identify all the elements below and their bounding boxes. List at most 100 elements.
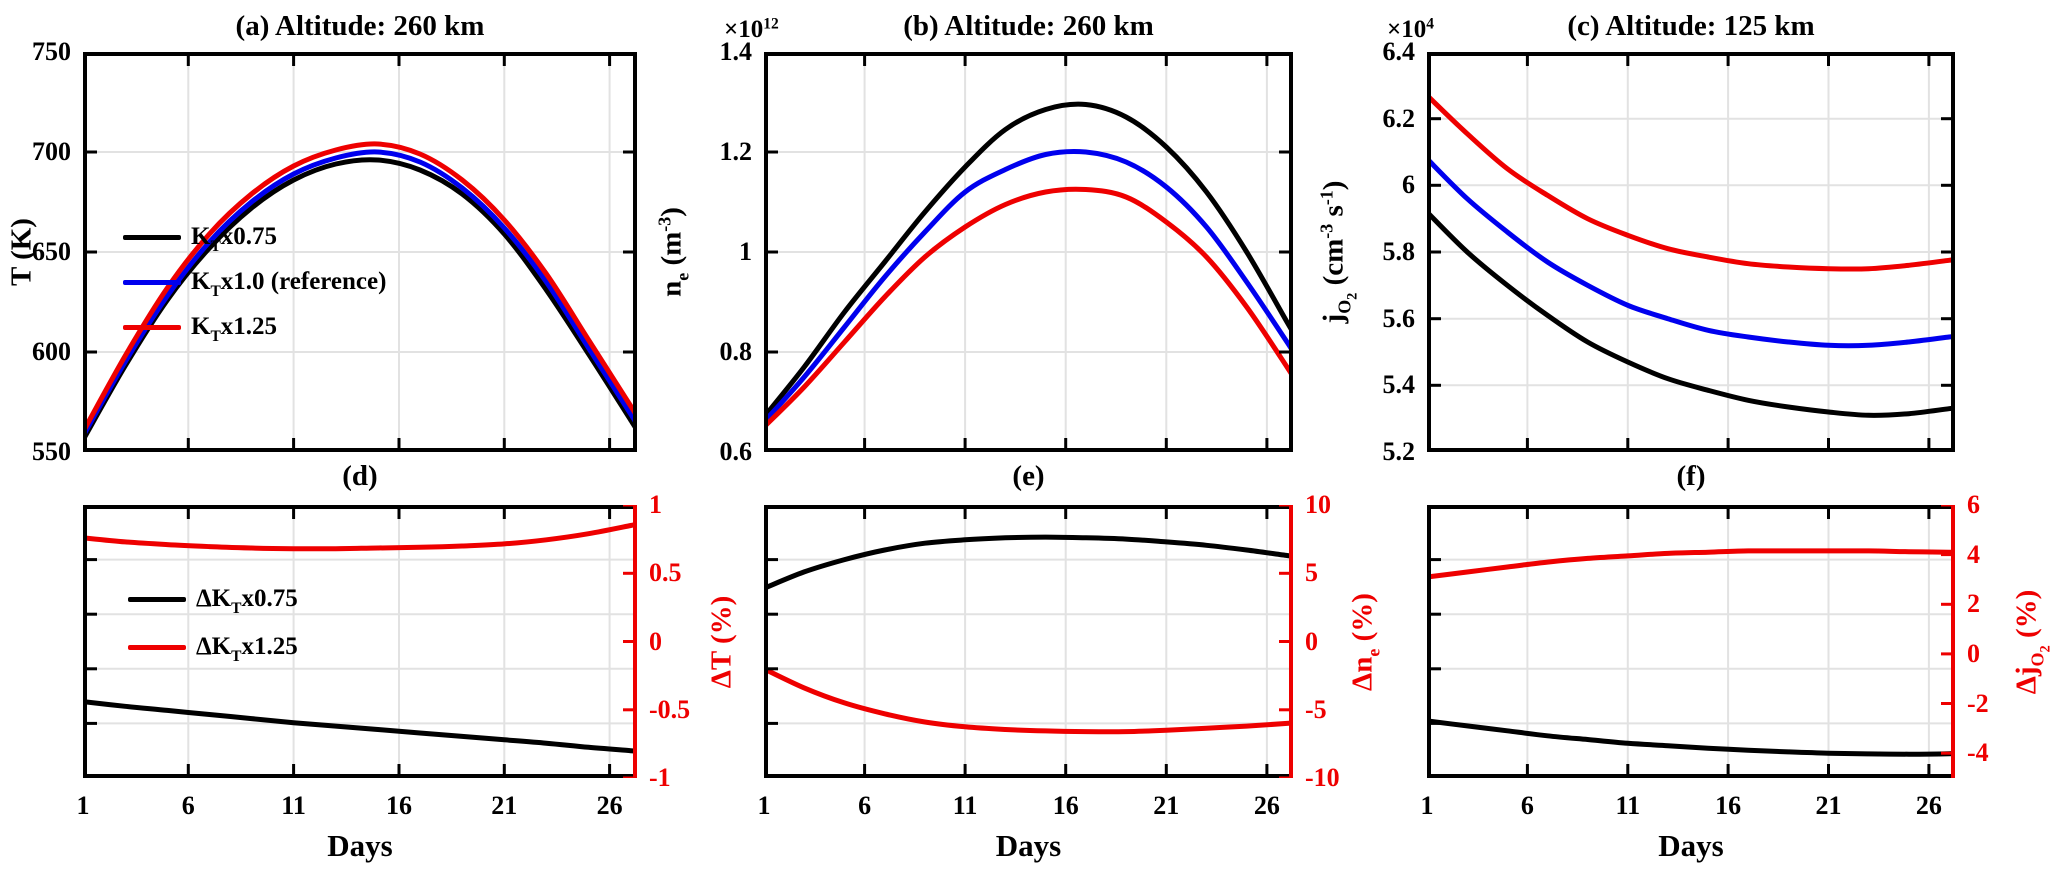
panel-c-curve-2 <box>1427 92 1955 272</box>
panel-b-ytick-1: 1 <box>739 237 752 266</box>
panel-c-ytick-6.2: 6.2 <box>1382 103 1416 133</box>
panel-a-legend-label-1: KTx1.0 (reference) <box>191 268 387 300</box>
panel-f-xtick-11: 11 <box>1615 791 1641 820</box>
panel-d-plot <box>83 505 637 778</box>
panel-c-canvas <box>1427 52 1955 452</box>
panel-e-xlabel: Days <box>995 828 1062 863</box>
panel-b-ytick-1.2: 1.2 <box>719 137 753 166</box>
panel-b-ytick-0.6: 0.6 <box>719 437 753 466</box>
panel-b-curve-1 <box>764 148 1293 425</box>
panel-c-ytick-6: 6 <box>1402 170 1415 200</box>
panel-d-right-ylabel: ΔT (%) <box>705 595 738 688</box>
panel-c-exponent-label: ×104 <box>1387 15 1434 43</box>
panel-b-canvas <box>764 52 1293 452</box>
panel-a-ytick-650: 650 <box>32 237 71 266</box>
panel-f-ytick-6: 6 <box>1967 490 1980 519</box>
panel-d-xtick-16: 16 <box>386 791 412 820</box>
panel-d-curve-0 <box>83 699 637 754</box>
panel-f-title: (f) <box>1676 460 1706 492</box>
panel-c-ytick-5.8: 5.8 <box>1382 237 1416 266</box>
panel-a-canvas <box>83 52 637 452</box>
panel-a-curve-1 <box>83 149 637 439</box>
panel-f-curve-0 <box>1427 718 1955 757</box>
panel-e-curve-1 <box>764 666 1293 735</box>
panel-f-plot <box>1427 505 1955 778</box>
panel-d-curve-1 <box>83 521 637 552</box>
panel-a-legend-label-2: KTx1.25 <box>191 313 278 345</box>
panel-e-title: (e) <box>1012 460 1045 492</box>
panel-d-legend-swatch-1 <box>128 645 186 650</box>
panel-b-ylabel: ne (m-3) <box>654 207 693 297</box>
panel-d-ytick--1: -1 <box>649 763 671 792</box>
panel-f-curve-1 <box>1427 548 1955 580</box>
panel-c-ylabel: jO2 (cm-3 s-1) <box>1316 180 1361 324</box>
panel-f-canvas <box>1427 505 1955 778</box>
panel-e-ytick-10: 10 <box>1305 490 1331 519</box>
panel-f-xtick-1: 1 <box>1420 791 1434 820</box>
panel-c-title: (c) Altitude: 125 km <box>1567 10 1815 42</box>
panel-a-legend-swatch-1 <box>123 280 181 285</box>
panel-e-right-ylabel: Δne (%) <box>1346 592 1384 691</box>
panel-f-xtick-6: 6 <box>1520 791 1534 820</box>
panel-e-xtick-21: 21 <box>1153 791 1180 820</box>
panel-a-ytick-600: 600 <box>32 337 71 366</box>
panel-a-legend-swatch-0 <box>123 235 181 240</box>
panel-f-xtick-21: 21 <box>1815 791 1842 820</box>
panel-d-xtick-1: 1 <box>76 791 90 820</box>
panel-e-ytick--5: -5 <box>1305 694 1327 724</box>
panel-d-ytick-0: 0 <box>649 626 662 656</box>
panel-e-ytick-5: 5 <box>1305 558 1318 588</box>
panel-a-legend-label-0: KTx0.75 <box>191 223 278 255</box>
panel-f-ytick-0: 0 <box>1967 638 1980 668</box>
panel-a-title: (a) Altitude: 260 km <box>235 10 485 42</box>
panel-e-plot <box>764 505 1293 778</box>
panel-a-plot <box>83 52 637 452</box>
panel-e-xtick-1: 1 <box>757 791 771 820</box>
panel-b-title: (b) Altitude: 260 km <box>903 10 1154 42</box>
panel-d-xtick-6: 6 <box>181 791 195 820</box>
panel-d-legend-label-0: ΔKTx0.75 <box>196 585 298 617</box>
panel-c-curve-1 <box>1427 156 1955 349</box>
panel-b-curve-2 <box>764 186 1293 430</box>
panel-b-ytick-0.8: 0.8 <box>719 337 753 366</box>
panel-f-right-ylabel: ΔjO2 (%) <box>2010 589 2054 694</box>
panel-d-canvas <box>83 505 637 778</box>
panel-c-ytick-5.2: 5.2 <box>1382 437 1416 466</box>
panel-e-xtick-6: 6 <box>858 791 872 820</box>
panel-d-ytick-0.5: 0.5 <box>649 558 682 588</box>
panel-a-ytick-550: 550 <box>32 437 71 466</box>
panel-d-xtick-21: 21 <box>491 791 518 820</box>
panel-c-ytick-5.6: 5.6 <box>1382 303 1416 333</box>
panel-c-plot <box>1427 52 1955 452</box>
panel-a-ylabel: T (K) <box>5 218 38 286</box>
panel-b-ytick-1.4: 1.4 <box>719 37 753 66</box>
panel-f-xlabel: Days <box>1658 828 1724 863</box>
panel-c-curve-0 <box>1427 209 1955 418</box>
panel-b-plot <box>764 52 1293 452</box>
panel-a-ytick-750: 750 <box>32 37 71 66</box>
panel-c-ytick-6.4: 6.4 <box>1382 37 1416 66</box>
panel-e-xtick-16: 16 <box>1052 791 1079 820</box>
panel-e-canvas <box>764 505 1293 778</box>
panel-d-xlabel: Days <box>327 828 393 863</box>
panel-f-ytick-4: 4 <box>1967 539 1980 569</box>
panel-f-ytick--4: -4 <box>1967 738 1989 768</box>
panel-c-ytick-5.4: 5.4 <box>1382 370 1416 400</box>
panel-d-ytick--0.5: -0.5 <box>649 694 691 724</box>
panel-a-legend-swatch-2 <box>123 325 181 330</box>
panel-e-curve-0 <box>764 534 1293 591</box>
panel-f-xtick-16: 16 <box>1715 791 1742 820</box>
panel-d-xtick-26: 26 <box>596 791 623 820</box>
panel-d-legend-swatch-0 <box>128 597 186 602</box>
panel-d-ytick-1: 1 <box>649 490 662 519</box>
panel-e-ytick--10: -10 <box>1305 763 1340 792</box>
panel-e-xtick-11: 11 <box>952 791 978 820</box>
panel-a-ytick-700: 700 <box>32 137 71 166</box>
panel-d-xtick-11: 11 <box>281 791 306 820</box>
panel-f-ytick--2: -2 <box>1967 688 1989 718</box>
panel-d-title: (d) <box>342 460 378 492</box>
panel-b-curve-0 <box>764 101 1293 420</box>
panel-f-ytick-2: 2 <box>1967 589 1980 619</box>
panel-b-exponent-label: ×1012 <box>724 15 779 43</box>
